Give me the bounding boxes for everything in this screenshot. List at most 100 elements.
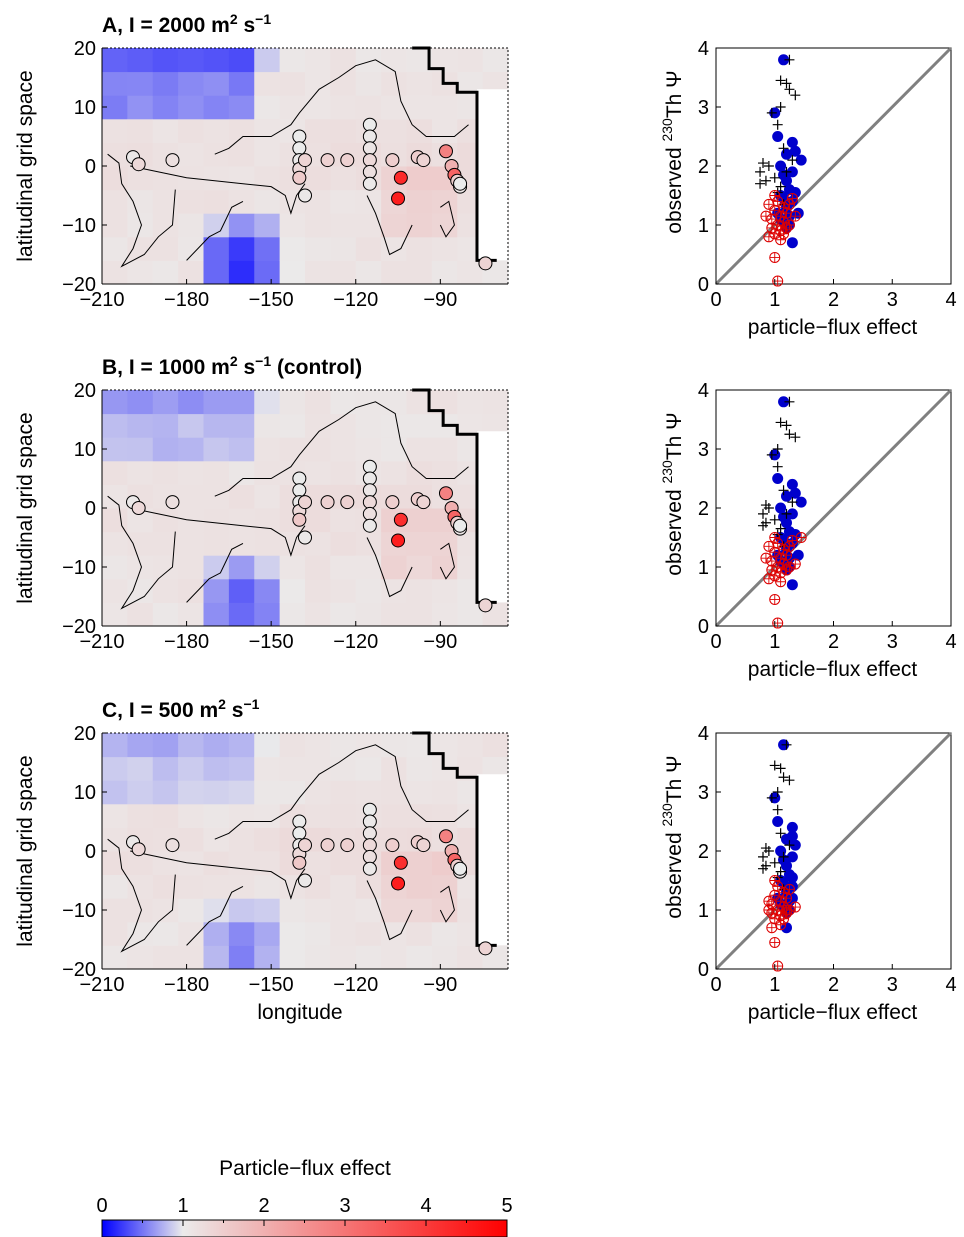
heatmap-cell: [330, 578, 357, 603]
black-plus-marker: [769, 514, 780, 525]
heatmap-cell: [305, 460, 331, 485]
heatmap-cell: [127, 780, 154, 805]
black-plus-marker: [775, 763, 786, 774]
heatmap-cell: [482, 48, 509, 73]
blue-dot-marker: [786, 166, 798, 178]
map-xtick-label: −90: [423, 974, 457, 996]
heatmap-cell: [279, 756, 306, 781]
black-plus-marker: [763, 503, 774, 513]
red-oplus-cross: [766, 922, 777, 933]
station-marker: [453, 176, 468, 191]
map-ytick-label: 10: [74, 782, 96, 804]
heatmap-cell: [406, 71, 433, 96]
station-marker: [298, 838, 312, 853]
contour-line: [107, 495, 176, 610]
heatmap-cell: [178, 921, 204, 946]
contour-line: [186, 200, 244, 261]
heatmap-cell: [178, 803, 204, 828]
heatmap-cell: [355, 555, 382, 580]
red-oplus-cross: [784, 562, 795, 572]
heatmap-cell: [102, 803, 128, 828]
heatmap-cell: [178, 945, 204, 970]
heatmap-cell: [406, 508, 433, 533]
station-marker: [131, 501, 146, 515]
scatter-ylabel: observed 230Th Ψ: [659, 412, 686, 575]
heatmap-cell: [152, 71, 179, 96]
red-oplus-cross: [763, 573, 774, 584]
heatmap-cell: [102, 578, 128, 603]
heatmap-cell: [127, 390, 154, 415]
station-marker: [292, 483, 307, 498]
heatmap-cell: [127, 531, 154, 556]
heatmap-cell: [127, 48, 154, 73]
heatmap-cell: [152, 48, 179, 73]
station-marker: [391, 876, 406, 891]
heatmap-cell: [381, 602, 407, 627]
heatmap-cell: [102, 921, 128, 946]
panel-title-part: (control): [271, 356, 362, 379]
heatmap-cell: [457, 733, 484, 758]
land-mask: [476, 431, 508, 603]
black-plus-marker: [787, 155, 798, 166]
black-plus-marker: [772, 804, 783, 815]
heatmap-cell: [406, 413, 433, 438]
station-marker: [131, 842, 146, 857]
heatmap-cell: [203, 827, 230, 852]
scatter-ytick-label: 3: [698, 782, 709, 804]
heatmap-cell: [381, 437, 407, 462]
map-ytick-label: 20: [74, 723, 96, 745]
map-xlabel: longitude: [257, 1001, 342, 1024]
heatmap-cell: [305, 602, 331, 627]
station-marker: [393, 170, 408, 185]
heatmap-cell: [152, 437, 179, 462]
heatmap-cell: [406, 213, 433, 238]
black-plus-marker: [769, 760, 780, 771]
scatter-ylabel-part: 230: [659, 803, 675, 827]
heatmap-cell: [228, 827, 255, 852]
station-marker: [298, 873, 312, 888]
black-plus-marker: [784, 84, 795, 95]
panel-title: A, I = 2000 m2 s−1: [102, 11, 271, 37]
heatmap-cell: [254, 578, 281, 603]
contour-line: [130, 507, 306, 557]
red-oplus-cross: [766, 907, 777, 918]
heatmap-cell: [203, 508, 230, 533]
contour-line: [107, 153, 176, 268]
station-marker: [393, 855, 408, 870]
heatmap-cell: [127, 260, 154, 285]
heatmap-cell: [406, 921, 433, 946]
heatmap-cell: [457, 390, 484, 415]
heatmap-cell: [203, 602, 230, 627]
red-oplus-cross: [781, 893, 792, 904]
heatmap-cell: [228, 95, 255, 120]
coastline: [412, 731, 497, 947]
heatmap-cell: [406, 898, 433, 923]
scatter-xtick-label: 4: [945, 631, 956, 653]
heatmap-cell: [305, 508, 331, 533]
red-oplus-cross: [766, 556, 777, 567]
black-plus-marker: [784, 429, 795, 440]
black-plus-marker: [781, 739, 792, 750]
heatmap-cell: [127, 189, 154, 214]
heatmap-cell: [305, 851, 331, 876]
scatter-ylabel: observed 230Th Ψ: [659, 755, 686, 918]
station-marker: [438, 486, 453, 501]
heatmap-cell: [406, 945, 433, 970]
scatter-xtick-label: 0: [710, 631, 721, 653]
heatmap-cell: [355, 189, 382, 214]
panel-title-part: 2: [230, 353, 238, 369]
heatmap-cell: [178, 874, 204, 899]
red-oplus-cross: [778, 559, 789, 570]
heatmap-cell: [254, 437, 281, 462]
heatmap-cell: [406, 236, 433, 261]
heatmap-cell: [178, 71, 204, 96]
heatmap-cell: [254, 921, 281, 946]
heatmap-cell: [330, 95, 357, 120]
blue-dot-marker: [775, 502, 787, 514]
heatmap-cell: [355, 756, 382, 781]
scatter-ylabel-part: 230: [659, 118, 675, 142]
red-oplus-cross: [784, 199, 795, 210]
station-marker: [362, 483, 377, 498]
panels-layer: A, I = 2000 m2 s−1−210 −180 −150 −120 −90201…: [14, 11, 957, 1024]
